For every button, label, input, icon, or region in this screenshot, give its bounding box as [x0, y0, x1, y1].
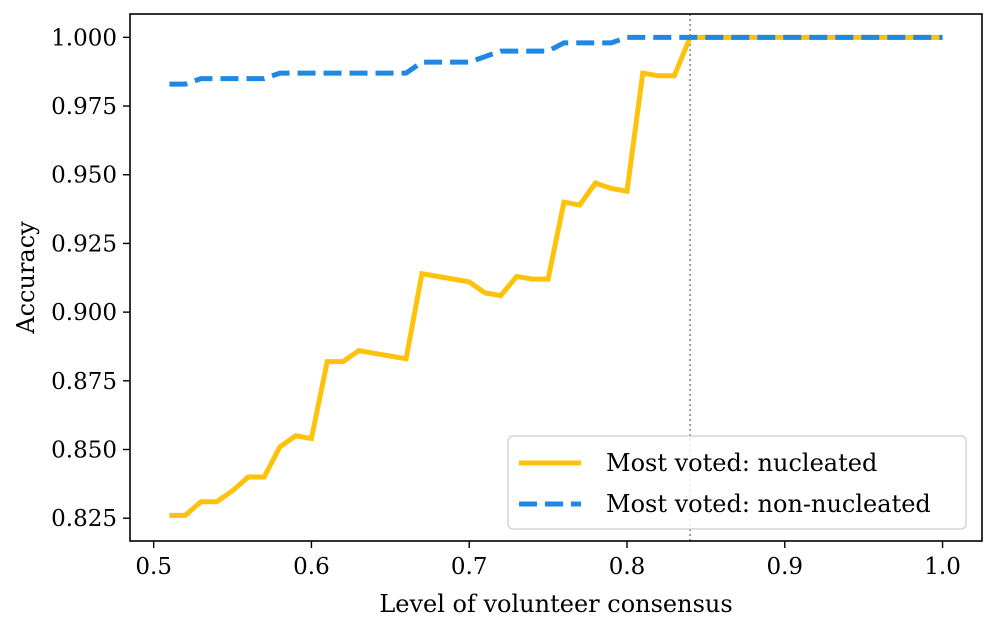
- x-tick-label: 0.9: [766, 554, 803, 580]
- legend-label: Most voted: nucleated: [606, 449, 877, 477]
- x-tick-label: 0.7: [451, 554, 488, 580]
- legend: Most voted: nucleated Most voted: non-nuc…: [507, 435, 967, 530]
- legend-box: [507, 435, 967, 530]
- y-tick-label: 1.000: [51, 25, 117, 51]
- y-tick-label: 0.975: [51, 94, 117, 120]
- y-axis-label: Accuracy: [12, 221, 40, 335]
- legend-label: Most voted: non-nucleated: [606, 490, 931, 518]
- x-tick-label: 0.5: [135, 554, 172, 580]
- x-tick-label: 0.6: [293, 554, 330, 580]
- y-tick-label: 0.875: [51, 369, 117, 395]
- y-tick-label: 0.950: [51, 163, 117, 189]
- y-tick-label: 0.825: [51, 506, 117, 532]
- y-tick-label: 0.900: [51, 300, 117, 326]
- series-line-non-nucleated: [169, 34, 943, 87]
- plot-frame: [129, 13, 983, 542]
- plot-marks: [169, 14, 943, 541]
- axis-ticks: 0.5 0.6 0.7 0.8 0.9 1.0 0.825 0.850 0.875 0.900 0.…: [51, 25, 961, 580]
- x-tick-label: 1.0: [924, 554, 961, 580]
- y-tick-label: 0.925: [51, 231, 117, 257]
- y-tick-label: 0.850: [51, 438, 117, 464]
- x-axis-label: Level of volunteer consensus: [379, 590, 732, 618]
- x-tick-label: 0.8: [609, 554, 646, 580]
